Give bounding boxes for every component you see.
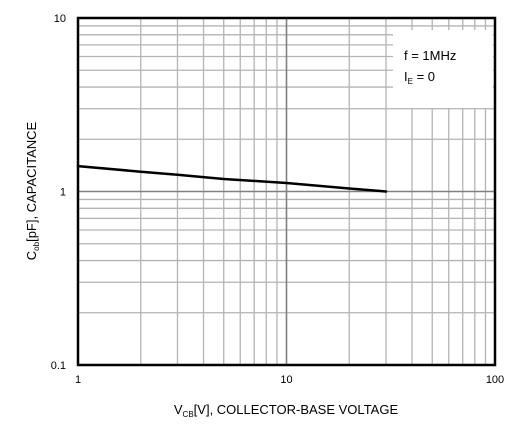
- y-tick-labels: 0.1 1 10: [51, 13, 66, 372]
- x-tick-label: 10: [280, 374, 292, 386]
- y-tick-label: 0.1: [51, 360, 66, 372]
- legend-frequency: f = 1MHz: [404, 48, 456, 63]
- series-layer: [76, 164, 388, 193]
- x-tick-label: 100: [486, 374, 504, 386]
- legend-box: [393, 30, 493, 108]
- legend-emitter-current: IE = 0: [404, 69, 435, 86]
- capacitance-series-line: [76, 164, 388, 193]
- plot-frame: [76, 16, 497, 367]
- x-tick-label: 1: [75, 374, 81, 386]
- x-axis-label: VCB[V], COLLECTOR-BASE VOLTAGE: [174, 402, 399, 419]
- major-grid: [78, 18, 495, 365]
- y-tick-label: 10: [54, 13, 66, 25]
- y-axis-label: Cob[pF], CAPACITANCE: [24, 121, 41, 260]
- x-tick-labels: 1 10 100: [75, 374, 504, 386]
- y-tick-label: 1: [60, 187, 66, 199]
